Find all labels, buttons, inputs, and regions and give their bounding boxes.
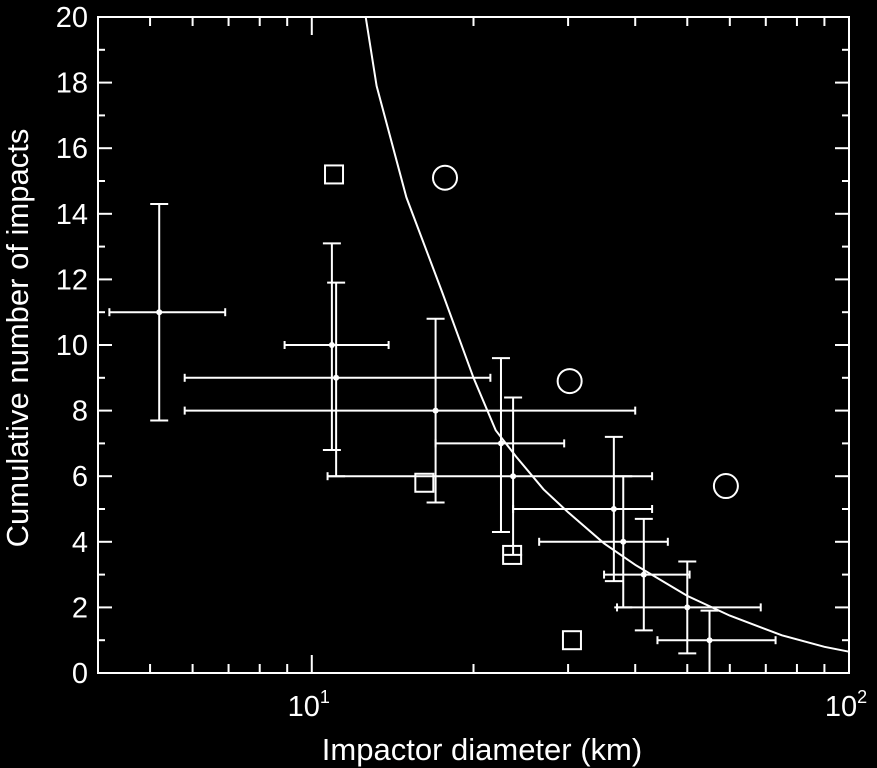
data-point bbox=[640, 571, 647, 578]
data-point bbox=[706, 637, 713, 644]
data-point bbox=[497, 440, 504, 447]
data-point bbox=[620, 538, 627, 545]
errorbar-point bbox=[326, 396, 654, 556]
y-tick-label: 14 bbox=[56, 199, 88, 231]
data-point bbox=[328, 342, 335, 348]
x-tick-label-exponent: 2 bbox=[857, 687, 867, 707]
y-tick-label: 4 bbox=[72, 527, 88, 559]
circle-marker bbox=[431, 164, 458, 191]
errorbar-point bbox=[434, 357, 566, 533]
x-tick-label-base: 10 bbox=[825, 691, 857, 723]
model-curve bbox=[364, 16, 850, 653]
x-axis-label: Impactor diameter (km) bbox=[322, 732, 642, 767]
y-axis-label: Cumulative number of impacts bbox=[0, 129, 35, 548]
square-marker bbox=[324, 164, 345, 185]
errorbar-point bbox=[183, 317, 637, 504]
errorbar-point bbox=[538, 475, 669, 609]
curve-group bbox=[364, 16, 850, 653]
y-tick-label: 2 bbox=[72, 592, 88, 624]
square-marker bbox=[414, 472, 435, 493]
y-tick-label: 8 bbox=[72, 396, 88, 428]
data-point bbox=[684, 604, 691, 611]
y-tick-label: 0 bbox=[72, 658, 88, 690]
errorbar-group bbox=[108, 202, 777, 674]
errorbar-point bbox=[512, 435, 654, 583]
circle-marker bbox=[556, 368, 583, 395]
square-marker bbox=[502, 544, 523, 565]
circle-marker bbox=[712, 473, 739, 500]
errorbar-point bbox=[183, 281, 492, 478]
x-tick-label: 101 bbox=[288, 687, 330, 723]
y-tick-label: 12 bbox=[56, 264, 88, 296]
data-point bbox=[333, 374, 340, 381]
x-tick-label-exponent: 1 bbox=[320, 687, 330, 707]
square-marker bbox=[561, 630, 582, 651]
x-tick-label-base: 10 bbox=[288, 691, 320, 723]
y-tick-label: 18 bbox=[56, 68, 88, 100]
y-tick-label: 16 bbox=[56, 133, 88, 165]
errorbar-point bbox=[603, 517, 691, 632]
square-marker-group bbox=[324, 164, 582, 651]
data-point bbox=[610, 506, 617, 512]
errorbar-point bbox=[656, 609, 777, 674]
y-tick-label: 6 bbox=[72, 461, 88, 493]
circle-marker-group bbox=[431, 164, 739, 500]
data-point bbox=[510, 473, 517, 480]
y-tick-label: 20 bbox=[56, 2, 88, 34]
plot-frame bbox=[97, 16, 850, 674]
errorbar-point bbox=[616, 560, 762, 655]
x-tick-label: 102 bbox=[825, 687, 867, 723]
data-point bbox=[432, 407, 439, 414]
data-point bbox=[156, 309, 163, 316]
errorbar-point bbox=[108, 202, 227, 422]
y-tick-label: 10 bbox=[56, 330, 88, 362]
